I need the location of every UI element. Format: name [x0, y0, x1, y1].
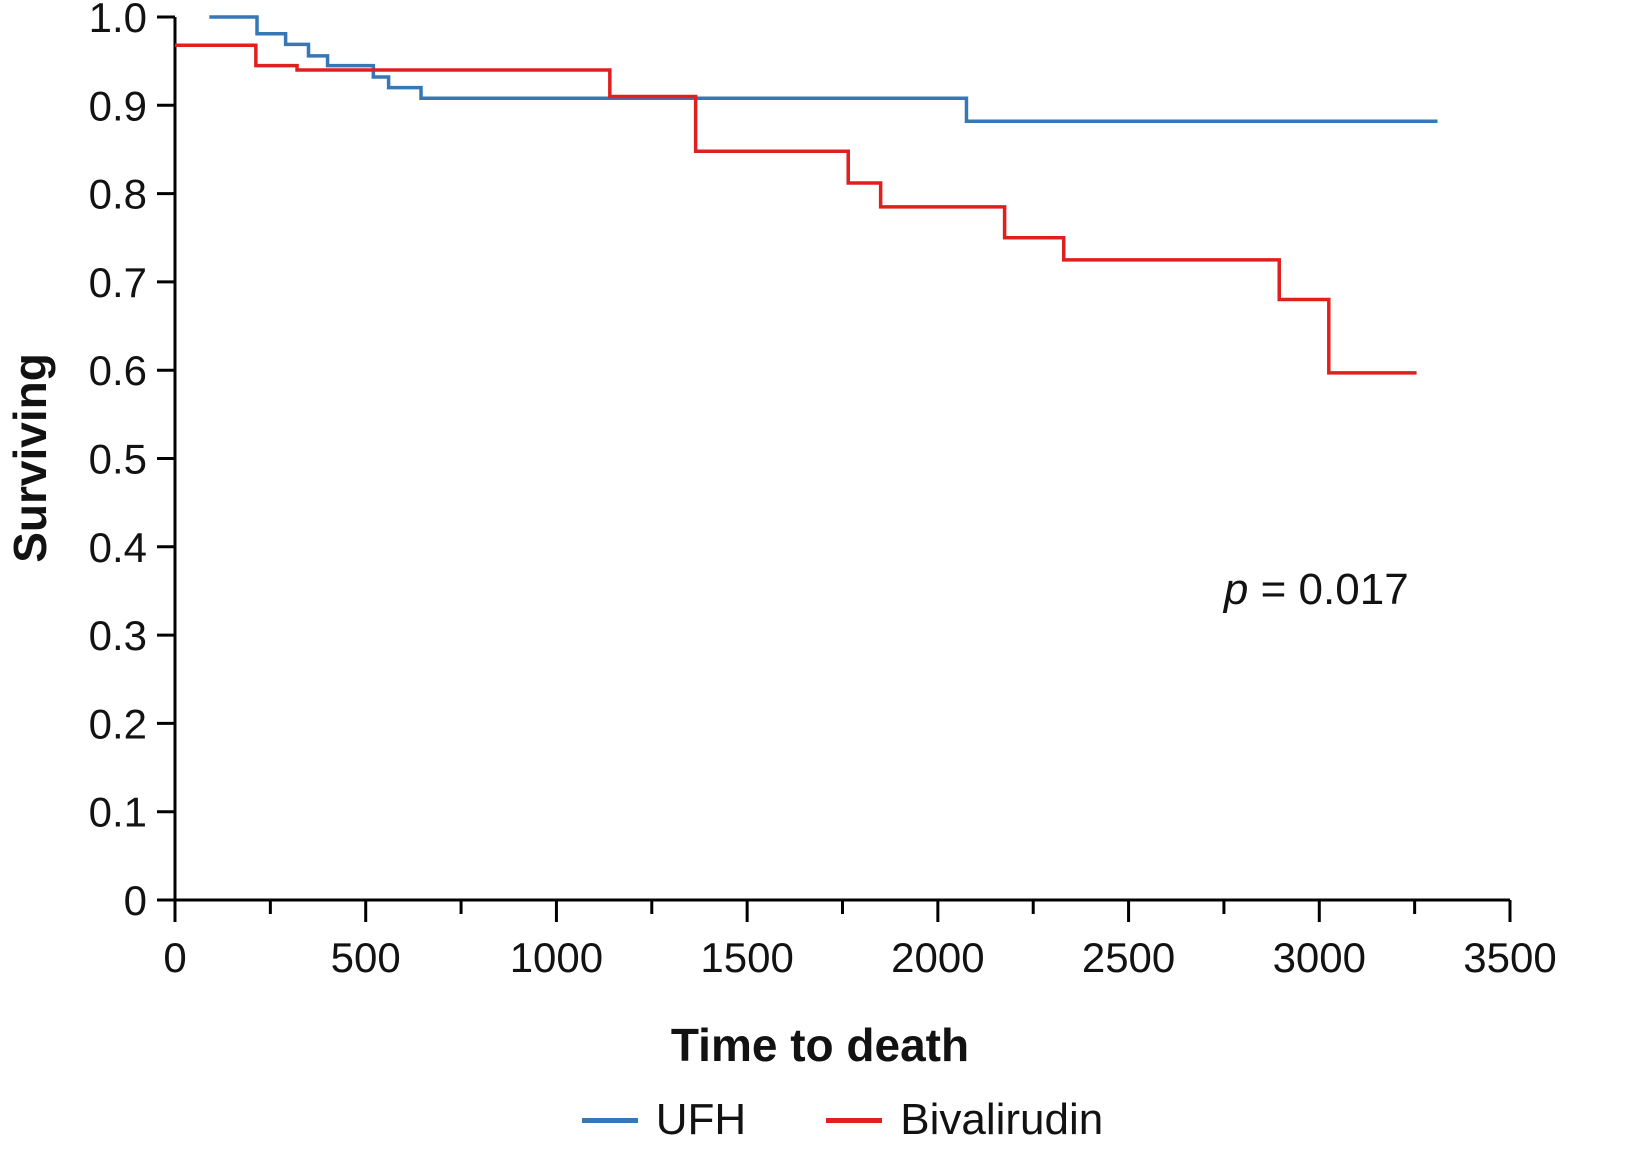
x-tick-label: 1500	[700, 934, 793, 981]
legend-swatch-ufh	[581, 1117, 638, 1123]
y-tick-label: 0.5	[89, 436, 147, 483]
y-axis-title: Surviving	[4, 353, 56, 563]
x-tick-label: 3500	[1463, 934, 1556, 981]
series-line-ufh	[209, 15, 1438, 123]
legend-item-bivalirudin: Bivalirudin	[826, 1095, 1103, 1145]
y-tick-label: 0.3	[89, 612, 147, 659]
y-tick-label: 0	[124, 877, 147, 924]
y-tick-label: 1.0	[89, 0, 147, 41]
x-tick-label: 1000	[510, 934, 603, 981]
y-tick-label: 0.6	[89, 347, 147, 394]
x-tick-label: 500	[331, 934, 401, 981]
p-value-annotation: p = 0.017	[1222, 565, 1409, 614]
x-tick-label: 2000	[891, 934, 984, 981]
y-tick-label: 0.2	[89, 700, 147, 747]
x-axis-title: Time to death	[670, 1019, 970, 1071]
x-tick-label: 3000	[1273, 934, 1366, 981]
y-tick-label: 0.7	[89, 259, 147, 306]
y-tick-label: 0.8	[89, 171, 147, 218]
x-tick-label: 0	[163, 934, 186, 981]
legend-item-ufh: UFH	[581, 1095, 747, 1145]
series-line-bivalirudin	[175, 43, 1417, 375]
legend-label: UFH	[655, 1095, 747, 1144]
y-tick-label: 0.9	[89, 82, 147, 129]
y-tick-label: 0.1	[89, 789, 147, 836]
legend-label: Bivalirudin	[900, 1095, 1104, 1144]
chart-legend: UFH Bivalirudin	[175, 1095, 1510, 1145]
x-tick-label: 2500	[1082, 934, 1175, 981]
legend-swatch-bivalirudin	[826, 1117, 883, 1123]
y-tick-label: 0.4	[89, 524, 147, 571]
